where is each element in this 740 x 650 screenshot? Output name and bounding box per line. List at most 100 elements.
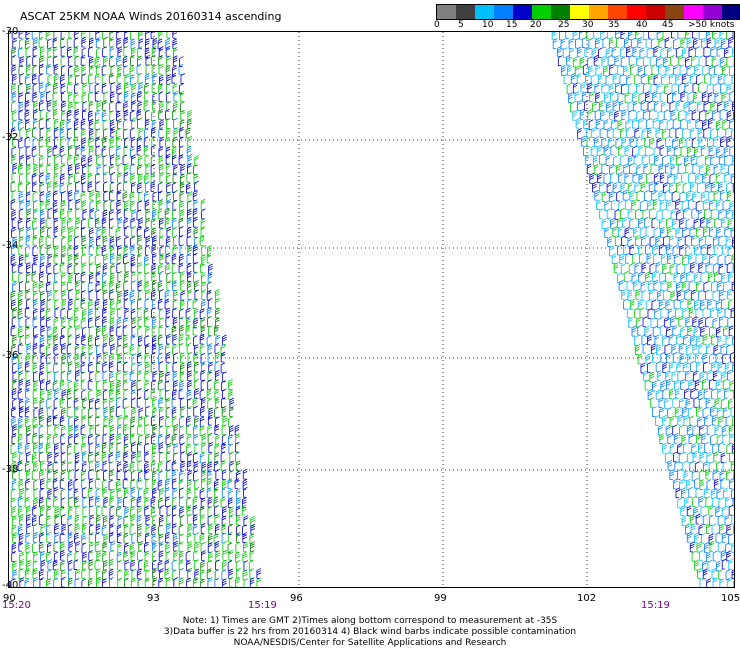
wind-barb (138, 559, 143, 570)
wind-barb (729, 118, 734, 129)
wind-barb (214, 577, 220, 587)
wind-barb (199, 343, 205, 355)
wind-barb (67, 559, 73, 571)
wind-barb (116, 325, 121, 337)
wind-barb (180, 101, 185, 112)
wind-barb (123, 532, 129, 544)
wind-barb (24, 442, 30, 454)
wind-barb (732, 362, 734, 373)
wind-barb (124, 261, 130, 273)
wind-barb (151, 45, 157, 57)
wind-barb (710, 333, 716, 345)
wind-barb (151, 443, 157, 454)
wind-barb (599, 100, 604, 112)
wind-barb (54, 513, 60, 525)
wind-barb (18, 32, 24, 39)
wind-barb (602, 36, 608, 48)
wind-barb (12, 451, 17, 462)
wind-barb (68, 173, 74, 185)
wind-barb (60, 74, 65, 86)
wind-barb (732, 237, 734, 248)
wind-barb (164, 289, 170, 301)
wind-barb (138, 540, 143, 552)
wind-barb (723, 73, 729, 85)
wind-barb (94, 558, 100, 570)
wind-barb (103, 253, 108, 265)
wind-barb (95, 37, 101, 48)
wind-barb (123, 65, 128, 77)
wind-barb (159, 288, 164, 300)
wind-barb (199, 261, 205, 273)
wind-barb (681, 171, 686, 183)
wind-barb (724, 254, 730, 266)
wind-barb (676, 289, 682, 301)
wind-barb (696, 73, 701, 85)
wind-barb (150, 32, 155, 40)
wind-barb (145, 32, 150, 40)
wind-barb (59, 126, 65, 138)
wind-barb (656, 32, 662, 41)
wind-barb (53, 486, 59, 498)
wind-barb (192, 164, 198, 176)
wind-barb (598, 47, 603, 59)
wind-barb (667, 308, 673, 319)
wind-barb (704, 72, 709, 84)
wind-barb (674, 461, 680, 472)
wind-barb (720, 136, 725, 147)
wind-barb (143, 560, 149, 571)
wind-barb (67, 217, 72, 229)
wind-barb (697, 389, 703, 400)
wind-barb (94, 298, 100, 310)
wind-barb (599, 127, 605, 138)
wind-barb (186, 504, 192, 516)
wind-barb (124, 469, 130, 481)
wind-barb (721, 531, 727, 543)
wind-barb (131, 380, 136, 391)
wind-barb (32, 281, 38, 293)
wind-barb (40, 325, 45, 337)
wind-barb (173, 577, 179, 587)
wind-barb (698, 32, 703, 40)
wind-barb (123, 280, 128, 292)
wind-barb (88, 361, 93, 373)
wind-barb (712, 370, 718, 381)
wind-barb (61, 315, 66, 327)
wind-barb (621, 83, 626, 95)
wind-barb (95, 443, 100, 455)
wind-barb (171, 415, 177, 427)
footnote-line: Note: 1) Times are GMT 2)Times along bot… (182, 616, 558, 626)
wind-barb (562, 47, 568, 59)
wind-barb (95, 316, 100, 327)
wind-barb (82, 505, 88, 517)
wind-barb (703, 442, 709, 453)
wind-barb (123, 298, 129, 309)
wind-barb (101, 441, 107, 453)
wind-barb (208, 441, 213, 453)
wind-barb (222, 371, 227, 383)
wind-barb (39, 370, 44, 382)
wind-barb (116, 235, 121, 247)
wind-barb (639, 252, 644, 264)
wind-barb (18, 191, 24, 202)
wind-barb (201, 208, 206, 220)
wind-barb (694, 64, 699, 75)
wind-barb (61, 100, 66, 112)
wind-barb (38, 451, 44, 463)
wind-barb (11, 461, 17, 473)
wind-barb (89, 128, 94, 140)
wind-barb (95, 271, 101, 282)
wind-barb (729, 90, 734, 102)
wind-barb (250, 523, 256, 535)
wind-barb (712, 290, 718, 302)
wind-barb (157, 208, 163, 220)
wind-barb (729, 145, 734, 157)
wind-barb (716, 407, 722, 418)
wind-barb (95, 191, 101, 203)
wind-barb (685, 162, 690, 174)
wind-barb (130, 146, 135, 157)
wind-barb (102, 541, 108, 553)
wind-barb (715, 326, 721, 338)
wind-barb (88, 389, 93, 401)
wind-barb (715, 172, 721, 184)
wind-barb (18, 236, 24, 248)
